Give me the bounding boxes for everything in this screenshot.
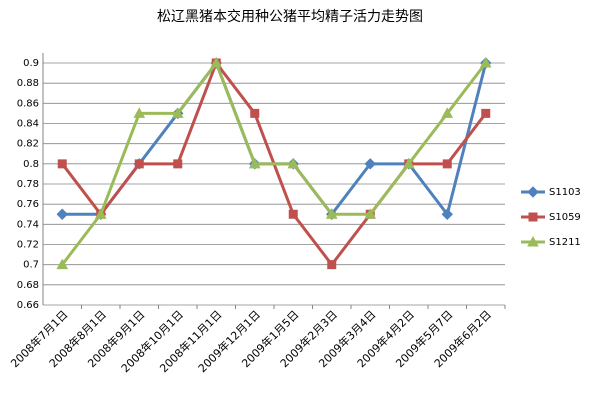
y-tick-label: 0.76 [17, 199, 39, 210]
y-tick-label: 0.7 [23, 260, 39, 271]
legend: S1103 S1059 S1211 [521, 186, 581, 248]
y-tick-label: 0.9 [23, 58, 39, 69]
y-tick-label: 0.68 [17, 280, 39, 291]
data-point [133, 107, 146, 118]
data-point [250, 108, 260, 118]
data-point [248, 157, 261, 169]
legend-label: S1211 [549, 237, 581, 248]
y-tick-label: 0.72 [17, 240, 39, 251]
y-tick-label: 0.84 [17, 119, 39, 130]
data-point [327, 260, 337, 270]
legend-marker [528, 212, 538, 222]
series-line [61, 59, 487, 266]
data-point [173, 159, 183, 169]
data-point [57, 159, 67, 169]
data-point [171, 107, 184, 118]
y-tick-label: 0.88 [17, 78, 39, 89]
legend-label: S1059 [549, 212, 581, 223]
data-point [288, 209, 298, 219]
data-point [287, 157, 300, 169]
data-point [210, 56, 223, 68]
legend-marker [527, 235, 539, 247]
y-tick-label: 0.66 [17, 300, 39, 311]
chart-title: 松辽黑猪本交用种公猪平均精子活力走势图 [157, 8, 423, 25]
y-tick-label: 0.86 [17, 98, 39, 109]
y-tick-label: 0.78 [17, 179, 39, 190]
legend-label: S1103 [549, 187, 581, 198]
y-tick-label: 0.8 [23, 159, 39, 170]
data-point [56, 258, 69, 270]
data-point [364, 158, 376, 170]
y-tick-label: 0.74 [17, 219, 39, 230]
data-point [134, 159, 144, 169]
y-tick-label: 0.82 [17, 139, 39, 150]
data-point [479, 56, 492, 68]
data-point [441, 208, 453, 220]
data-point [325, 208, 338, 219]
data-point [442, 159, 452, 169]
data-point [56, 208, 68, 220]
data-point [481, 108, 491, 118]
data-point [364, 208, 377, 219]
data-point [402, 157, 415, 169]
data-point [94, 208, 107, 219]
legend-marker [527, 186, 539, 198]
data-point [441, 107, 454, 118]
